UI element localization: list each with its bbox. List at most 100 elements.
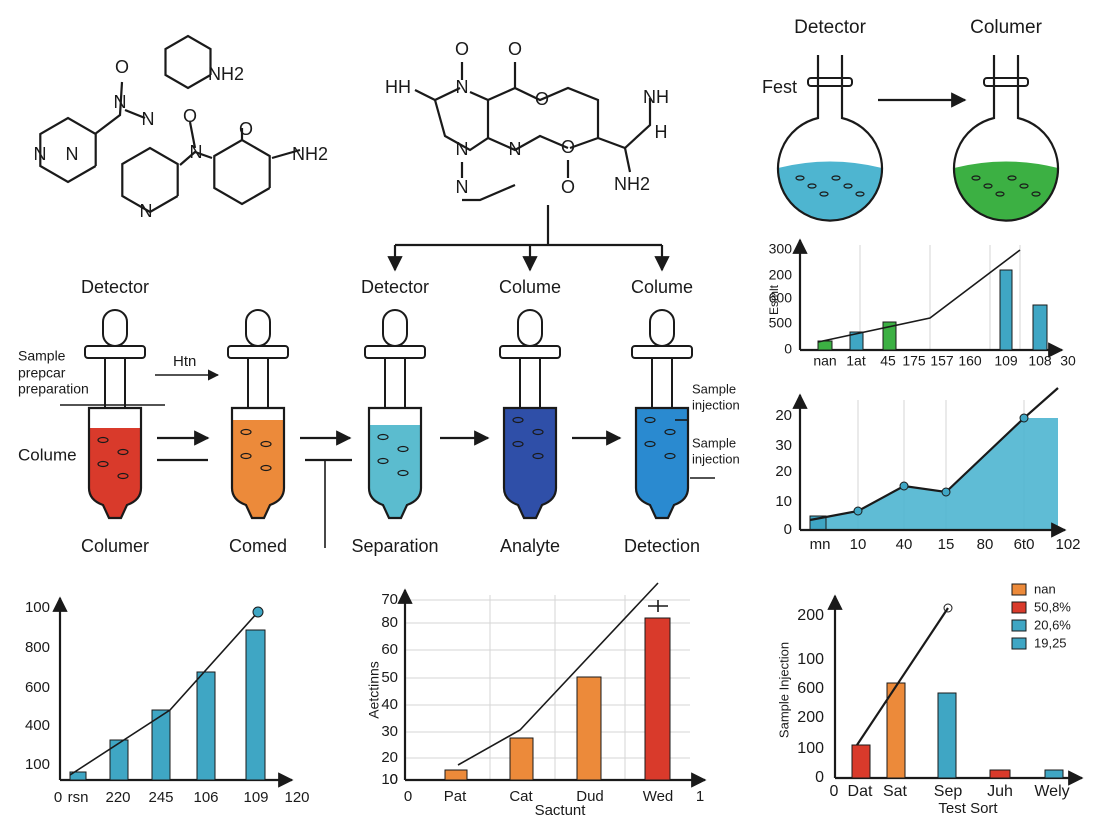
label: 20,6%: [1034, 617, 1071, 632]
flask: [776, 55, 884, 222]
label: O: [115, 57, 129, 77]
bulb: [102, 309, 128, 347]
label: 108: [1028, 353, 1052, 369]
bubble: [97, 460, 109, 468]
label: Pat: [444, 788, 467, 805]
label: 0: [390, 771, 398, 788]
bubble: [260, 464, 272, 472]
label: Colume: [18, 445, 77, 464]
label: Juh: [987, 783, 1013, 800]
label: Detector: [794, 17, 866, 38]
label: 0: [54, 789, 62, 806]
label: 100: [797, 651, 824, 668]
label: N: [456, 177, 469, 197]
flask-rim: [983, 77, 1029, 87]
bubble: [1007, 175, 1017, 181]
bar: [245, 629, 266, 781]
bond: [597, 98, 652, 150]
label: Dat: [848, 783, 873, 800]
label: NH: [643, 87, 669, 107]
label: preparation: [18, 381, 89, 397]
label: Colume: [499, 277, 561, 297]
label: injection: [692, 451, 740, 466]
label: 10: [850, 536, 867, 553]
label: 175: [902, 353, 926, 369]
label: 120: [284, 789, 309, 806]
bubble: [1031, 191, 1041, 197]
label: N: [140, 201, 153, 221]
label: 20: [775, 407, 792, 424]
point: [853, 506, 863, 516]
label: 600: [797, 680, 824, 697]
label: Esmlt: [767, 284, 781, 315]
bond: [414, 87, 461, 102]
label: 157: [930, 353, 954, 369]
label: Aetctinns: [366, 661, 382, 719]
label: Wed: [643, 788, 674, 805]
label: nan: [813, 353, 836, 369]
label: 0: [784, 341, 792, 357]
legend-swatch: [1011, 619, 1027, 632]
label: N: [190, 142, 203, 162]
bar: [69, 771, 87, 781]
label: 70: [381, 591, 398, 608]
neck: [247, 357, 269, 409]
label: 106: [193, 789, 218, 806]
bar: [937, 692, 957, 779]
bubble: [97, 436, 109, 444]
label: 80: [381, 614, 398, 631]
legend-swatch: [1011, 583, 1027, 596]
label: 200: [797, 607, 824, 624]
label: Sample Injection: [776, 642, 791, 738]
bar: [109, 739, 129, 781]
label: 30: [1060, 353, 1076, 369]
bar: [989, 769, 1011, 779]
tube: [87, 406, 143, 520]
label: O: [508, 39, 522, 59]
bubble: [397, 469, 409, 477]
label: 60: [381, 641, 398, 658]
bond: [433, 90, 490, 152]
label: Detector: [81, 277, 149, 297]
neck: [384, 357, 406, 409]
label: 245: [148, 789, 173, 806]
tube-liquid: [369, 425, 421, 518]
point: [941, 487, 951, 497]
label: 15: [938, 536, 955, 553]
label: Sample: [18, 348, 66, 364]
trend-line: [457, 582, 659, 766]
label: injection: [692, 397, 740, 412]
bubble: [260, 440, 272, 448]
label: 30: [775, 437, 792, 454]
label: prepcar: [18, 365, 66, 381]
bubble: [397, 445, 409, 453]
bar: [576, 676, 602, 781]
bar: [1044, 769, 1064, 779]
label: Analyte: [500, 536, 560, 556]
bubble: [644, 416, 656, 424]
bubble: [995, 191, 1005, 197]
collar: [499, 345, 561, 359]
label: 400: [25, 717, 50, 734]
label: 40: [896, 536, 913, 553]
label: HH: [385, 77, 411, 97]
bubble: [644, 440, 656, 448]
label: 40: [381, 696, 398, 713]
label: 0: [830, 783, 839, 800]
bond: [487, 134, 569, 152]
tube-liquid: [504, 408, 556, 518]
bar: [882, 321, 897, 351]
bubble: [843, 183, 853, 189]
collar: [227, 345, 289, 359]
bulb: [382, 309, 408, 347]
label: O: [239, 119, 253, 139]
bubble: [1019, 183, 1029, 189]
bar: [644, 617, 671, 781]
label: 600: [25, 679, 50, 696]
label: Sample: [692, 381, 736, 396]
collar: [364, 345, 426, 359]
label: 0: [815, 769, 824, 786]
label: 0: [784, 521, 792, 538]
label: Sep: [934, 783, 963, 800]
